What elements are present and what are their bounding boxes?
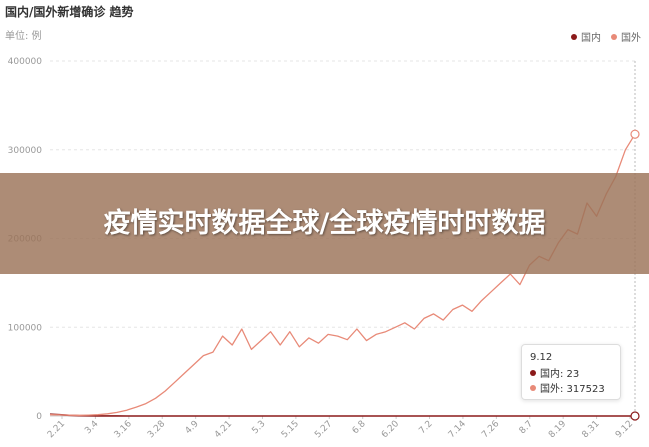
x-tick-label: 7.26: [480, 419, 501, 440]
x-tick-label: 7.14: [447, 419, 468, 440]
domestic-last-point: [630, 411, 640, 421]
legend-label-domestic: 国内: [581, 33, 601, 44]
y-tick-label: 300000: [8, 146, 43, 156]
x-tick-label: 6.8: [351, 419, 368, 436]
chart-title: 国内/国外新增确诊 趋势: [5, 5, 134, 19]
x-tick-label: 8.7: [518, 419, 535, 436]
y-tick-label: 100000: [8, 323, 43, 333]
tooltip-row-domestic: 国内: 23: [530, 365, 612, 380]
y-tick-label: 0: [36, 412, 42, 422]
x-tick-label: 8.19: [547, 419, 568, 440]
overlay-banner: 疫情实时数据全球/全球疫情时时数据: [0, 173, 649, 274]
banner-text: 疫情实时数据全球/全球疫情时时数据: [103, 207, 546, 239]
tooltip-date: 9.12: [530, 352, 553, 363]
legend-item-domestic[interactable]: 国内: [571, 29, 601, 44]
foreign-last-point: [630, 129, 640, 139]
tooltip-text-domestic: 国内: 23: [540, 369, 580, 380]
domestic-series-line: [49, 413, 635, 417]
legend[interactable]: 国内 国外: [571, 29, 641, 44]
legend-dot-domestic: [571, 33, 577, 40]
x-tick-label: 3.28: [146, 419, 167, 440]
x-tick-label: 8.31: [580, 419, 601, 440]
x-tick-label: 5.27: [313, 419, 334, 440]
tooltip: 9.12 国内: 23 国外: 317523: [521, 344, 621, 400]
unit-label: 单位: 例: [5, 31, 42, 42]
x-tick-label: 2.21: [46, 419, 67, 440]
x-tick-label: 6.20: [380, 419, 401, 440]
tooltip-row-foreign: 国外: 317523: [530, 380, 612, 395]
x-tick-label: 7.2: [417, 419, 434, 436]
tooltip-dot-foreign: [530, 384, 536, 391]
x-tick-label: 4.9: [184, 419, 201, 436]
x-tick-label: 9.12: [614, 419, 635, 440]
x-tick-label: 4.21: [213, 419, 234, 440]
x-tick-label: 3.4: [83, 419, 100, 436]
legend-item-foreign[interactable]: 国外: [611, 29, 641, 44]
legend-label-foreign: 国外: [621, 33, 641, 44]
y-tick-label: 400000: [8, 57, 43, 67]
x-tick-label: 5.15: [280, 419, 301, 440]
legend-dot-foreign: [611, 33, 617, 40]
tooltip-text-foreign: 国外: 317523: [540, 384, 605, 395]
tooltip-dot-domestic: [530, 369, 536, 376]
x-tick-label: 5.3: [250, 419, 267, 436]
x-tick-label: 3.16: [113, 419, 134, 440]
